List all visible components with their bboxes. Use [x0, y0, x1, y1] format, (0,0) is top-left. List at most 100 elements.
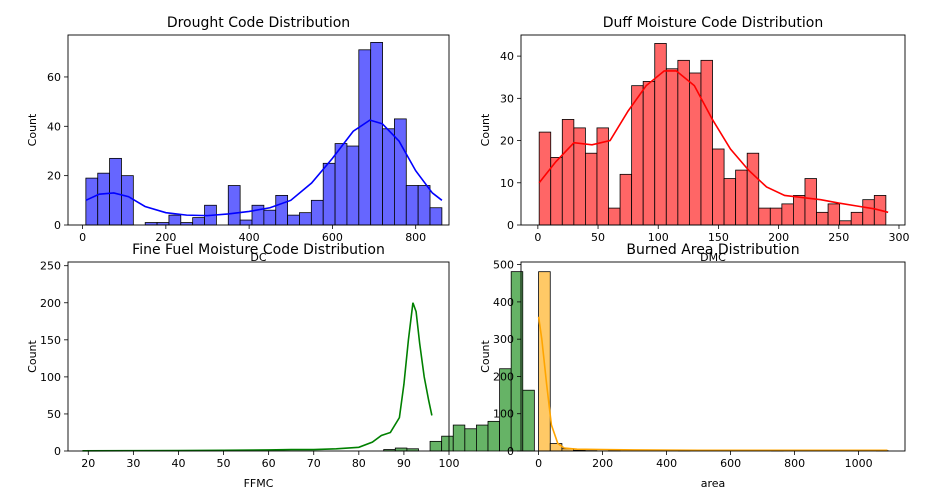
y-tick-label: 0 — [507, 219, 514, 232]
x-tick-label: 0 — [535, 457, 542, 470]
y-tick-label: 40 — [500, 50, 514, 63]
histogram-bar — [322, 162, 336, 226]
y-tick-label: 0 — [507, 445, 514, 458]
histogram-bar — [758, 207, 771, 226]
histogram-bar — [227, 185, 241, 226]
x-axis-label: DC — [250, 251, 266, 264]
histogram-bar — [452, 424, 466, 452]
histogram-bar — [510, 271, 524, 452]
x-tick-label: 60 — [262, 457, 276, 470]
x-tick-label: 50 — [591, 231, 605, 244]
duff-moisture-code-panel: 0 50 100 150 200 250 300 0 10 20 30 40 Duff Moisture… — [479, 15, 909, 264]
y-tick-label: 250 — [40, 260, 61, 273]
axes-frame — [520, 261, 906, 452]
y-axis-label: Count — [26, 339, 39, 372]
histogram-bar — [585, 152, 598, 226]
chart-title: Burned Area Distribution — [626, 242, 799, 258]
x-tick-label: 20 — [81, 457, 95, 470]
drought-code-panel: 0 200 400 600 800 0 20 40 60 Drought Code Distrib… — [26, 15, 450, 264]
x-tick-label: 200 — [155, 231, 176, 244]
histogram-bar — [561, 119, 575, 226]
histogram-bar — [417, 185, 431, 226]
y-tick-label: 0 — [54, 445, 61, 458]
x-tick-label: 80 — [352, 457, 366, 470]
y-tick-label: 200 — [493, 370, 514, 383]
histogram-bar — [608, 207, 621, 226]
histogram-bar — [441, 435, 454, 452]
kde-line — [538, 70, 889, 214]
y-axis-label: Count — [479, 339, 492, 372]
y-axis-label: Count — [26, 113, 39, 146]
axes-frame — [67, 261, 450, 452]
histogram-bar — [816, 211, 829, 226]
y-tick-label: 200 — [40, 297, 61, 310]
histogram-bar — [109, 157, 122, 226]
x-tick-label: 0 — [79, 231, 86, 244]
y-tick-label: 500 — [493, 259, 514, 272]
y-tick-label: 20 — [47, 170, 61, 183]
x-tick-label: 400 — [656, 457, 677, 470]
histogram-bar — [862, 199, 875, 226]
histogram-bar — [405, 185, 419, 226]
histogram-bar — [275, 194, 289, 226]
histogram-bar — [642, 81, 656, 226]
histogram-bar — [464, 428, 477, 452]
histogram-bar — [476, 424, 489, 452]
histogram-bar — [793, 195, 806, 226]
histogram-bar — [631, 85, 644, 226]
kde-line — [82, 302, 433, 452]
histogram-bar — [382, 128, 395, 226]
histogram-bar — [723, 178, 737, 226]
x-tick-label: 1000 — [845, 457, 873, 470]
histogram-bar — [839, 220, 852, 226]
histogram-bar — [168, 214, 182, 226]
histogram-bar — [538, 131, 552, 226]
histogram-bar — [192, 217, 205, 226]
x-axis-label: DMC — [700, 251, 726, 264]
histogram-bar — [700, 59, 713, 226]
histogram-bar — [370, 42, 383, 226]
histogram-bar — [665, 68, 679, 226]
histogram-bar — [735, 169, 748, 226]
histogram-bar — [263, 209, 277, 226]
x-tick-label: 200 — [768, 231, 789, 244]
y-tick-label: 20 — [500, 135, 514, 148]
histogram-bar — [121, 175, 134, 226]
x-axis-label: area — [701, 477, 726, 490]
histogram-bar — [97, 172, 111, 226]
x-tick-label: 100 — [648, 231, 669, 244]
histogram-bar — [299, 212, 312, 226]
x-tick-label: 70 — [307, 457, 321, 470]
x-tick-label: 100 — [439, 457, 460, 470]
x-tick-label: 50 — [217, 457, 231, 470]
chart-title: Drought Code Distribution — [167, 15, 350, 31]
histogram-bar — [487, 420, 500, 452]
x-tick-label: 600 — [322, 231, 343, 244]
histogram-bar — [522, 389, 535, 452]
x-tick-label: 0 — [534, 231, 541, 244]
histogram-bar — [239, 219, 253, 226]
x-tick-label: 40 — [171, 457, 185, 470]
chart-title: Duff Moisture Code Distribution — [603, 15, 823, 31]
x-tick-label: 800 — [784, 457, 805, 470]
x-tick-label: 200 — [592, 457, 613, 470]
histogram-bar — [781, 203, 794, 226]
y-tick-label: 60 — [47, 71, 61, 84]
histogram-bar — [346, 145, 360, 226]
histogram-bar — [712, 148, 725, 226]
histogram-bar — [769, 207, 783, 226]
x-tick-label: 400 — [239, 231, 260, 244]
histogram-bar — [429, 207, 443, 226]
y-tick-label: 30 — [500, 92, 514, 105]
histogram-bar — [550, 157, 563, 226]
y-tick-label: 100 — [493, 408, 514, 421]
histogram-bar — [429, 440, 443, 452]
histogram-bar — [394, 118, 407, 226]
x-tick-label: 90 — [397, 457, 411, 470]
burned-area-panel: 0 200 400 600 800 1000 0 100 200 300 400 500 Burned … — [479, 242, 906, 490]
y-tick-label: 300 — [493, 333, 514, 346]
kde-line — [537, 316, 888, 452]
histogram-bar — [310, 199, 324, 226]
y-tick-label: 40 — [47, 120, 61, 133]
